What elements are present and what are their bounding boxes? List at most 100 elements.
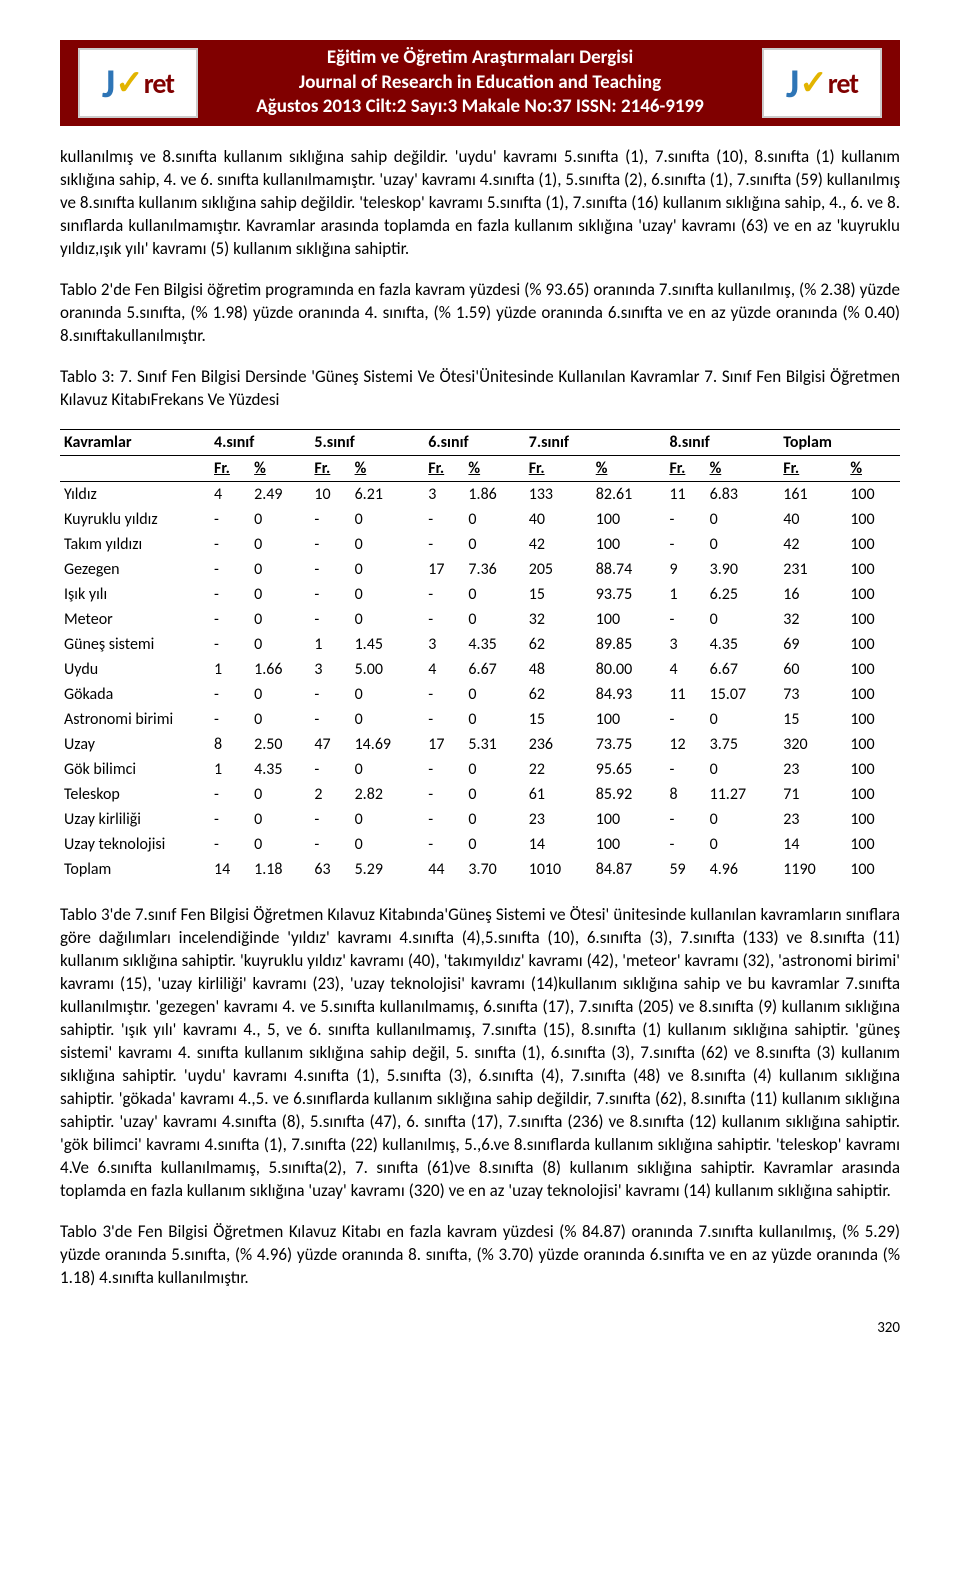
value-cell: -: [310, 607, 350, 632]
value-cell: -: [665, 607, 705, 632]
value-cell: -: [210, 782, 250, 807]
value-cell: 0: [706, 807, 780, 832]
value-cell: 14: [210, 857, 250, 882]
value-cell: 32: [525, 607, 592, 632]
value-cell: 0: [351, 682, 425, 707]
value-cell: 100: [592, 832, 666, 857]
value-cell: 2.50: [250, 732, 310, 757]
table-header-row-1: Kavramlar 4.sınıf 5.sınıf 6.sınıf 7.sını…: [60, 430, 900, 456]
value-cell: 8: [210, 732, 250, 757]
table-row: Uydu11.6635.0046.674880.0046.6760100: [60, 657, 900, 682]
value-cell: 73: [779, 682, 846, 707]
value-cell: 100: [846, 657, 900, 682]
concept-cell: Astronomi birimi: [60, 707, 210, 732]
subcol-pct: %: [250, 456, 310, 482]
col-5sinif: 5.sınıf: [310, 430, 424, 456]
subcol-pct: %: [351, 456, 425, 482]
value-cell: 3: [665, 632, 705, 657]
value-cell: 0: [250, 832, 310, 857]
value-cell: 61: [525, 782, 592, 807]
value-cell: 320: [779, 732, 846, 757]
value-cell: 100: [846, 632, 900, 657]
table-row: Astronomi birimi-0-0-015100-015100: [60, 707, 900, 732]
table-row: Yıldız42.49106.2131.8613382.61116.831611…: [60, 482, 900, 508]
value-cell: -: [310, 557, 350, 582]
value-cell: -: [210, 832, 250, 857]
value-cell: 3.75: [706, 732, 780, 757]
value-cell: -: [310, 707, 350, 732]
value-cell: 4.35: [250, 757, 310, 782]
value-cell: 0: [250, 582, 310, 607]
paragraph-1: kullanılmış ve 8.sınıfta kullanım sıklığ…: [60, 146, 900, 261]
value-cell: 93.75: [592, 582, 666, 607]
paragraph-5: Tablo 3'de Fen Bilgisi Öğretmen Kılavuz …: [60, 1221, 900, 1290]
value-cell: 0: [706, 757, 780, 782]
table-header-row-2: Fr. % Fr. % Fr. % Fr. % Fr. % Fr. %: [60, 456, 900, 482]
subcol-fr: Fr.: [310, 456, 350, 482]
value-cell: 40: [525, 507, 592, 532]
value-cell: 100: [846, 507, 900, 532]
value-cell: 63: [310, 857, 350, 882]
value-cell: 8: [665, 782, 705, 807]
value-cell: 71: [779, 782, 846, 807]
value-cell: 14.69: [351, 732, 425, 757]
value-cell: 82.61: [592, 482, 666, 508]
journal-logo-right: J ✓ ret: [762, 48, 882, 118]
concept-cell: Kuyruklu yıldız: [60, 507, 210, 532]
value-cell: 17: [424, 732, 464, 757]
value-cell: 17: [424, 557, 464, 582]
col-kavramlar: Kavramlar: [60, 430, 210, 456]
subcol-fr: Fr.: [525, 456, 592, 482]
table-row: Uzay kirliliği-0-0-023100-023100: [60, 807, 900, 832]
value-cell: 0: [464, 832, 524, 857]
value-cell: -: [424, 807, 464, 832]
value-cell: 205: [525, 557, 592, 582]
value-cell: -: [210, 557, 250, 582]
concept-cell: Gökada: [60, 682, 210, 707]
value-cell: 0: [351, 507, 425, 532]
value-cell: 6.67: [706, 657, 780, 682]
value-cell: 2.82: [351, 782, 425, 807]
value-cell: 0: [464, 682, 524, 707]
value-cell: 3.90: [706, 557, 780, 582]
subcol-empty: [60, 456, 210, 482]
value-cell: 95.65: [592, 757, 666, 782]
value-cell: 4.35: [706, 632, 780, 657]
value-cell: -: [424, 607, 464, 632]
value-cell: 16: [779, 582, 846, 607]
table-row: Gök bilimci14.35-0-02295.65-023100: [60, 757, 900, 782]
value-cell: 15.07: [706, 682, 780, 707]
subcol-fr: Fr.: [665, 456, 705, 482]
value-cell: 100: [846, 707, 900, 732]
value-cell: 100: [846, 482, 900, 508]
value-cell: 0: [351, 557, 425, 582]
value-cell: 4.96: [706, 857, 780, 882]
value-cell: -: [424, 582, 464, 607]
value-cell: 1.66: [250, 657, 310, 682]
col-8sinif: 8.sınıf: [665, 430, 779, 456]
value-cell: -: [210, 707, 250, 732]
journal-title-tr: Eğitim ve Öğretim Araştırmaları Dergisi: [198, 46, 762, 71]
value-cell: 1010: [525, 857, 592, 882]
value-cell: -: [210, 532, 250, 557]
value-cell: 40: [779, 507, 846, 532]
page: J ✓ ret Eğitim ve Öğretim Araştırmaları …: [0, 0, 960, 1367]
value-cell: 0: [706, 532, 780, 557]
value-cell: 6.25: [706, 582, 780, 607]
value-cell: 1.45: [351, 632, 425, 657]
concept-cell: Uydu: [60, 657, 210, 682]
value-cell: 0: [464, 532, 524, 557]
table-row: Toplam141.18635.29443.70101084.87594.961…: [60, 857, 900, 882]
value-cell: 0: [351, 607, 425, 632]
concept-cell: Güneş sistemi: [60, 632, 210, 657]
concept-frequency-table: Kavramlar 4.sınıf 5.sınıf 6.sınıf 7.sını…: [60, 429, 900, 882]
value-cell: -: [310, 807, 350, 832]
value-cell: 0: [351, 807, 425, 832]
table-row: Uzay teknolojisi-0-0-014100-014100: [60, 832, 900, 857]
concept-cell: Takım yıldızı: [60, 532, 210, 557]
value-cell: -: [665, 507, 705, 532]
value-cell: 0: [464, 582, 524, 607]
value-cell: 42: [779, 532, 846, 557]
journal-issue-info: Ağustos 2013 Cilt:2 Sayı:3 Makale No:37 …: [198, 95, 762, 120]
table-row: Işık yılı-0-0-01593.7516.2516100: [60, 582, 900, 607]
